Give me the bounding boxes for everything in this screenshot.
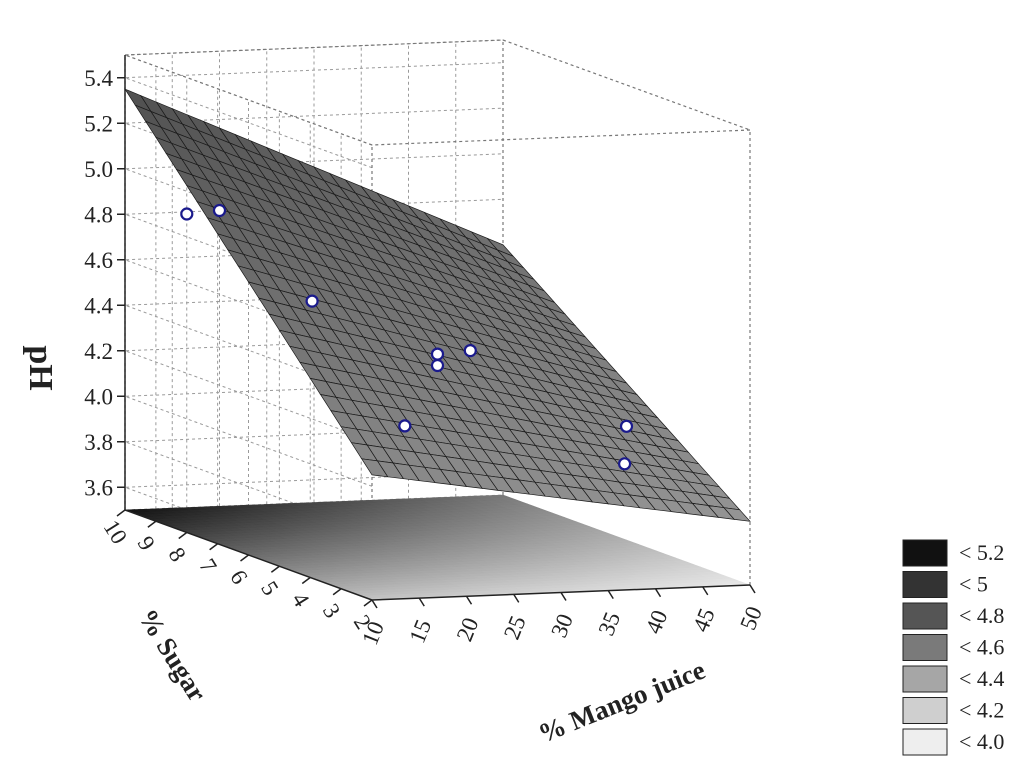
data-point [398, 419, 412, 433]
x-tick-label: 20 [452, 614, 484, 645]
observed-points [180, 203, 634, 471]
legend-swatch [902, 571, 948, 598]
y-tick [332, 588, 342, 596]
legend-swatch [902, 602, 948, 630]
legend-swatch [902, 665, 948, 693]
y-tick-label: 5 [256, 577, 283, 600]
x-tick [371, 599, 378, 609]
y-tick-label: 9 [133, 532, 160, 555]
data-point [463, 344, 477, 358]
z-tick-label: 4.4 [84, 293, 113, 318]
y-tick-label: 8 [163, 543, 190, 566]
legend-label: < 4.4 [959, 666, 1004, 691]
x-axis-title: % Mango juice [534, 655, 709, 749]
legend-label: < 4.0 [959, 729, 1004, 754]
legend-swatch [902, 539, 948, 567]
legend-label: < 5 [959, 572, 988, 597]
z-axis-title: pH [22, 345, 59, 390]
x-tick-label: 15 [404, 616, 436, 647]
legend-label: < 4.6 [959, 635, 1004, 660]
legend-swatch [902, 697, 948, 724]
data-point [430, 358, 445, 373]
x-tick [418, 597, 425, 607]
legend: < 5.2 < 5 < 4.8 < 4.6 < 4.4 < 4.2 < 4.0 [902, 539, 1004, 756]
legend-swatch [902, 728, 948, 756]
z-tick-label: 4.8 [84, 202, 113, 227]
z-tick-label: 5.0 [84, 157, 113, 182]
x-tick-label: 25 [499, 612, 531, 643]
y-tick [147, 520, 157, 528]
response-surface [124, 88, 751, 522]
data-point [430, 347, 445, 361]
x-tick [513, 593, 520, 603]
x-tick-label: 40 [641, 607, 673, 638]
data-point [619, 419, 634, 433]
contour-floor [124, 494, 751, 601]
z-tick-label: 3.6 [84, 475, 113, 500]
y-tick-label: 6 [225, 566, 252, 589]
cube-edge [502, 39, 751, 131]
y-tick [178, 531, 188, 540]
y-tick-label: 4 [287, 588, 315, 611]
x-tick-label: 45 [688, 605, 720, 636]
x-tick [749, 584, 756, 594]
cube-edge [371, 129, 751, 146]
z-tick-label: 4.0 [84, 384, 113, 409]
x-tick [654, 588, 662, 598]
y-tick [116, 509, 126, 517]
y-tick-label: 10 [99, 516, 132, 549]
data-point [212, 203, 227, 218]
y-tick [240, 554, 249, 562]
data-point [617, 457, 632, 471]
data-point [180, 207, 194, 221]
legend-label: < 4.2 [959, 698, 1004, 723]
x-tick-label: 35 [593, 608, 625, 639]
x-tick [465, 595, 473, 605]
z-tick-label: 4.2 [84, 339, 113, 364]
cube-edge [124, 54, 373, 146]
y-tick-label: 3 [318, 599, 345, 622]
y-axis-title: % Sugar [133, 604, 213, 707]
legend-label: < 5.2 [959, 540, 1004, 565]
y-tick [209, 543, 219, 551]
x-tick [607, 590, 614, 600]
z-tick-label: 3.8 [84, 430, 113, 455]
legend-label: < 4.8 [959, 603, 1004, 628]
y-tick [363, 599, 373, 607]
y-tick [270, 565, 280, 573]
data-point [305, 294, 319, 308]
x-tick-label: 50 [735, 603, 767, 634]
x-tick [702, 586, 709, 596]
surface-cell [723, 507, 751, 522]
z-tick-label: 5.4 [84, 66, 113, 91]
z-tick-label: 5.2 [84, 111, 113, 136]
x-tick [560, 592, 567, 601]
legend-swatch [902, 634, 948, 661]
y-tick [301, 576, 311, 585]
y-tick-label: 7 [194, 554, 221, 577]
x-tick-label: 30 [546, 610, 578, 641]
z-tick-label: 4.6 [84, 248, 113, 273]
contour-cell [493, 494, 510, 498]
